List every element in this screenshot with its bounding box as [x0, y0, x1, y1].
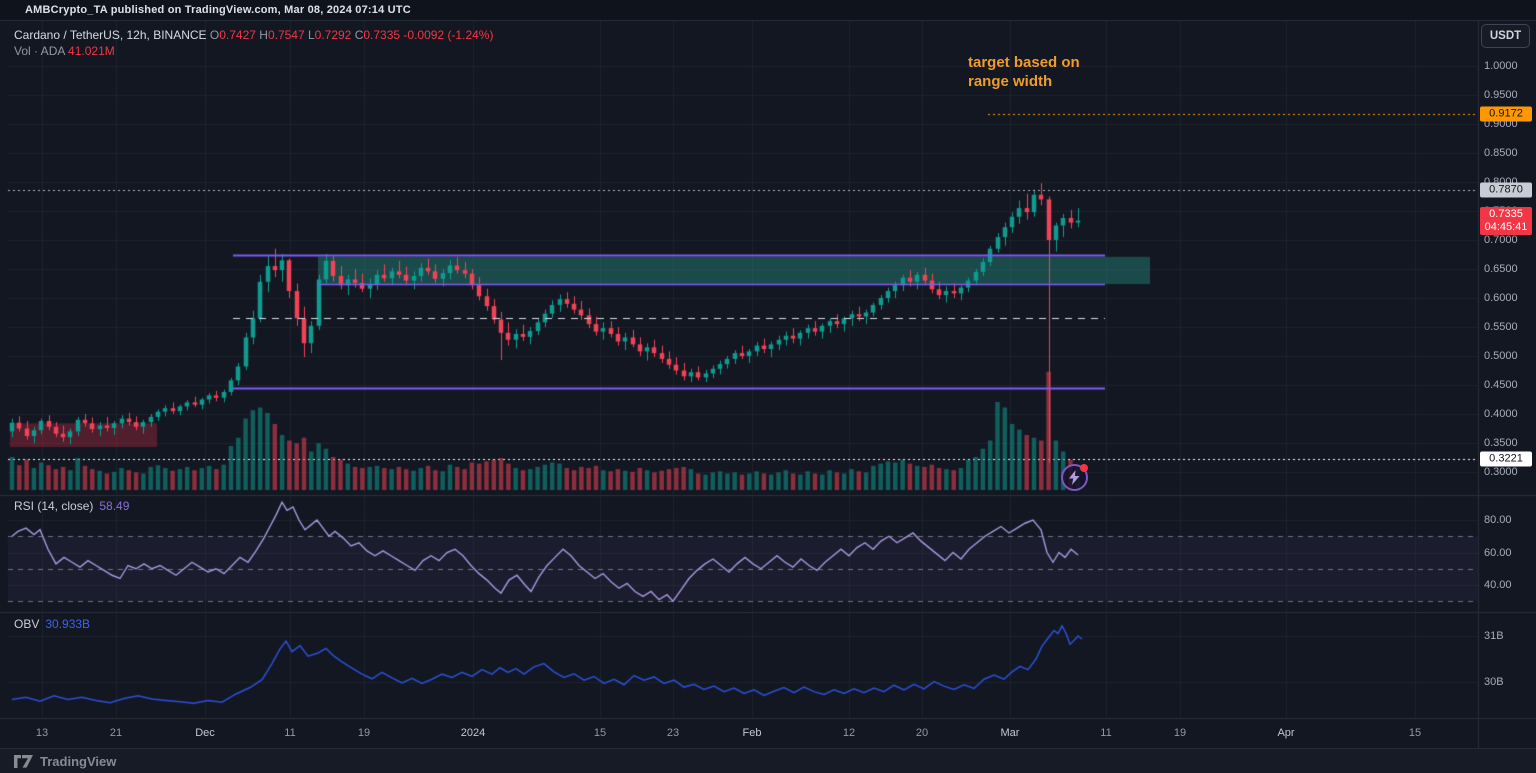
rsi-tick: 60.00 [1484, 546, 1512, 559]
ohlc-value: 0.7427 [219, 28, 256, 42]
time-tick: 15 [1408, 727, 1422, 739]
currency-toggle-button[interactable]: USDT [1481, 24, 1530, 48]
ohlc-key: L [304, 28, 315, 42]
time-tick: 13 [35, 727, 49, 739]
price-tick: 0.3500 [1484, 437, 1518, 449]
symbol-legend[interactable]: Cardano / TetherUS, 12h, BINANCE O0.7427… [14, 27, 493, 59]
price-tick: 0.8500 [1484, 147, 1518, 159]
time-tick: 2024 [460, 727, 486, 739]
change-value: -0.0092 (-1.24%) [403, 28, 494, 42]
obv-tick: 31B [1484, 630, 1504, 642]
price-tick: 0.4000 [1484, 408, 1518, 420]
lightning-event-icon[interactable] [1061, 464, 1088, 491]
ohlc-value: 0.7292 [314, 28, 352, 42]
price-tick: 0.5000 [1484, 350, 1518, 362]
price-badge-0.7870: 0.7870 [1480, 182, 1532, 198]
time-tick: 20 [915, 727, 929, 739]
annotation-note: target based on range width [968, 53, 1158, 91]
lightning-bolt-glyph [1069, 470, 1080, 485]
time-tick: 19 [1173, 727, 1187, 739]
time-tick: 12 [842, 727, 856, 739]
obv-value: 30.933B [45, 617, 91, 631]
attribution-bar: AMBCrypto_TA published on TradingView.co… [0, 0, 1536, 21]
price-tick: 0.6000 [1484, 292, 1518, 304]
attribution-text: AMBCrypto_TA published on TradingView.co… [25, 4, 411, 16]
price-tick: 0.3000 [1484, 466, 1518, 478]
time-tick: Dec [195, 727, 215, 739]
tradingview-logo-icon[interactable] [14, 754, 33, 768]
ohlc-key: C [351, 28, 364, 42]
time-tick: Feb [742, 727, 762, 739]
time-tick: 11 [1100, 727, 1112, 739]
price-tick: 0.9500 [1484, 89, 1518, 101]
symbol-title: Cardano / TetherUS, 12h, BINANCE [14, 28, 207, 42]
rsi-legend[interactable]: RSI (14, close) 58.49 [14, 499, 129, 513]
rsi-tick: 40.00 [1484, 579, 1512, 591]
ohlc-key: H [255, 28, 268, 42]
time-tick: 21 [109, 727, 123, 739]
ohlc-value: 0.7547 [267, 28, 305, 42]
price-badge-0.9172: 0.9172 [1480, 106, 1532, 122]
bottom-toolbar: TradingView [0, 748, 1536, 773]
time-tick: Apr [1277, 727, 1295, 739]
obv-tick: 30B [1484, 676, 1504, 688]
time-tick: 23 [666, 727, 680, 739]
obv-legend[interactable]: OBV 30.933B [14, 617, 90, 631]
time-tick: 19 [357, 727, 371, 739]
volume-label: Vol · ADA [14, 44, 65, 58]
price-tick: 0.5500 [1484, 321, 1518, 333]
obv-title: OBV [14, 617, 40, 631]
rsi-title: RSI (14, close) [14, 499, 94, 513]
price-tick: 0.4500 [1484, 379, 1518, 391]
time-tick: Mar [1000, 727, 1020, 739]
time-tick: 15 [593, 727, 607, 739]
price-badge-0.3221: 0.3221 [1480, 451, 1532, 467]
ohlc-values: O0.7427 H0.7547 L0.7292 C0.7335 [210, 28, 404, 42]
rsi-tick: 80.00 [1484, 514, 1512, 526]
tradingview-label[interactable]: TradingView [40, 753, 117, 769]
rsi-value: 58.49 [99, 499, 130, 513]
annotation-line1: target based on [968, 54, 1080, 71]
price-tick: 0.7000 [1484, 234, 1518, 246]
price-badge-0.7335: 0.7335 04:45:41 [1480, 206, 1532, 235]
notification-dot [1080, 464, 1088, 472]
price-tick: 0.6500 [1484, 263, 1518, 275]
volume-value: 41.021M [68, 44, 115, 58]
ohlc-key: O [209, 28, 220, 42]
symbol-row: Cardano / TetherUS, 12h, BINANCE O0.7427… [14, 27, 493, 43]
volume-row: Vol · ADA 41.021M [14, 43, 493, 59]
ohlc-value: 0.7335 [363, 28, 401, 42]
time-tick: 11 [284, 727, 296, 739]
price-tick: 1.0000 [1484, 60, 1518, 72]
annotation-line2: range width [968, 73, 1053, 90]
